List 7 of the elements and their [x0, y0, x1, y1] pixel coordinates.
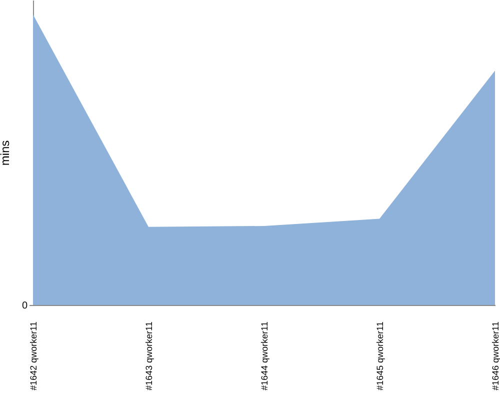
x-tick-label: #1645 qworker11: [375, 322, 385, 390]
x-tick-label: #1643 qworker11: [144, 322, 154, 390]
text: 0: [22, 300, 28, 312]
x-tick-label: #1646 qworker11: [490, 322, 500, 390]
x-tick-label: #1642 qworker11: [28, 322, 38, 390]
x-tick-label: #1644 qworker11: [260, 322, 270, 390]
y-axis-title: mins: [0, 140, 12, 166]
